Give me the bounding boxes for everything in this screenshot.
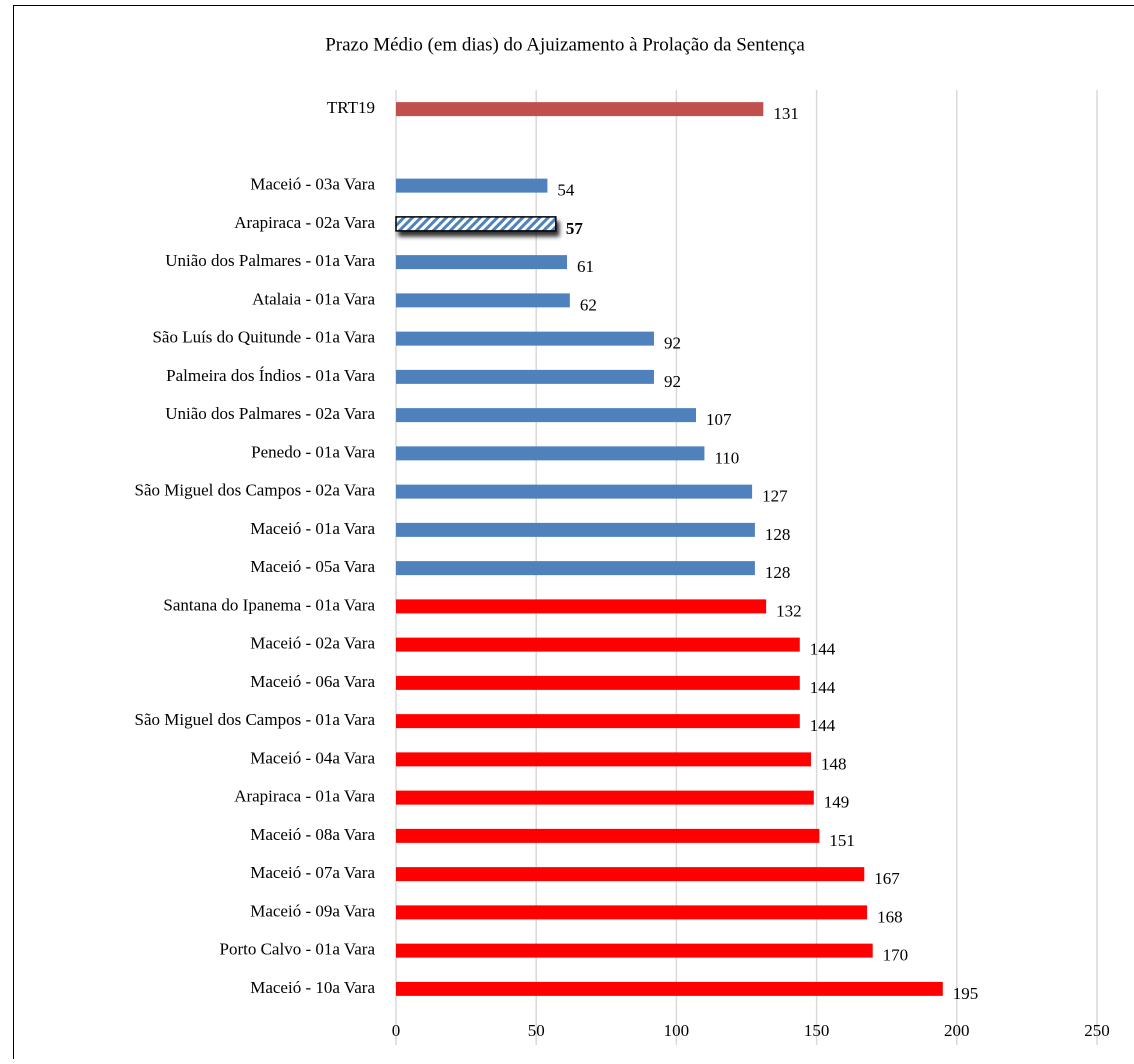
bar xyxy=(396,905,867,919)
y-tick-label: Arapiraca - 01a Vara xyxy=(234,787,375,806)
value-label: 144 xyxy=(810,678,836,697)
bar xyxy=(396,485,752,499)
x-tick-label: 200 xyxy=(944,1021,970,1040)
y-tick-label: União dos Palmares - 01a Vara xyxy=(165,251,375,270)
bar xyxy=(396,561,755,575)
bar xyxy=(396,599,766,613)
x-tick-label: 150 xyxy=(804,1021,830,1040)
bar xyxy=(396,446,704,460)
bar xyxy=(396,676,800,690)
y-tick-label: Maceió - 09a Vara xyxy=(250,901,375,920)
value-label: 54 xyxy=(557,181,575,200)
bar xyxy=(396,829,819,843)
value-label: 144 xyxy=(810,716,836,735)
bar xyxy=(396,408,696,422)
y-tick-label: TRT19 xyxy=(327,98,375,117)
y-tick-label: São Miguel dos Campos - 01a Vara xyxy=(135,710,376,729)
value-label: 92 xyxy=(664,372,681,391)
x-tick-label: 250 xyxy=(1084,1021,1110,1040)
y-tick-label: Maceió - 03a Vara xyxy=(250,175,375,194)
bar xyxy=(396,102,763,116)
value-label: 151 xyxy=(829,831,855,850)
bar xyxy=(396,255,567,269)
bar xyxy=(396,867,864,881)
value-label: 167 xyxy=(874,869,900,888)
value-label: 131 xyxy=(773,104,799,123)
y-tick-label: Maceió - 08a Vara xyxy=(250,825,375,844)
bar xyxy=(396,638,800,652)
y-tick-label: São Luís do Quitunde - 01a Vara xyxy=(152,328,375,347)
value-label: 92 xyxy=(664,334,681,353)
y-tick-label: Atalaia - 01a Vara xyxy=(252,289,375,308)
y-tick-label: Penedo - 01a Vara xyxy=(251,442,375,461)
bar xyxy=(396,523,755,537)
value-label: 128 xyxy=(765,525,791,544)
bar xyxy=(396,217,556,231)
x-tick-label: 50 xyxy=(528,1021,545,1040)
y-tick-label: Maceió - 10a Vara xyxy=(250,978,375,997)
bar xyxy=(396,982,943,996)
y-tick-label: São Miguel dos Campos - 02a Vara xyxy=(135,481,376,500)
value-label: 127 xyxy=(762,487,788,506)
y-tick-label: Porto Calvo - 01a Vara xyxy=(220,940,376,959)
bar xyxy=(396,332,654,346)
bar xyxy=(396,293,570,307)
y-tick-label: União dos Palmares - 02a Vara xyxy=(165,404,375,423)
chart-title: Prazo Médio (em dias) do Ajuizamento à P… xyxy=(325,34,805,55)
value-label: 128 xyxy=(765,563,791,582)
value-label: 148 xyxy=(821,754,847,773)
y-tick-label: Maceió - 06a Vara xyxy=(250,672,375,691)
y-tick-label: Maceió - 05a Vara xyxy=(250,557,375,576)
bar xyxy=(396,370,654,384)
value-label: 170 xyxy=(883,946,909,965)
value-label: 107 xyxy=(706,410,732,429)
y-tick-label: Maceió - 01a Vara xyxy=(250,519,375,538)
x-tick-label: 0 xyxy=(392,1021,401,1040)
bar xyxy=(396,714,800,728)
bar xyxy=(396,179,547,193)
value-label: 168 xyxy=(877,907,903,926)
y-tick-label: Arapiraca - 02a Vara xyxy=(234,213,375,232)
bar xyxy=(396,944,873,958)
y-tick-label: Maceió - 02a Vara xyxy=(250,634,375,653)
value-label: 62 xyxy=(580,295,597,314)
value-label: 195 xyxy=(953,984,979,1003)
x-tick-label: 100 xyxy=(664,1021,690,1040)
bar xyxy=(396,791,814,805)
value-label: 149 xyxy=(824,793,850,812)
value-label: 61 xyxy=(577,257,594,276)
value-label: 110 xyxy=(714,448,739,467)
y-tick-label: Palmeira dos Índios - 01a Vara xyxy=(166,366,375,385)
y-tick-label: Santana do Ipanema - 01a Vara xyxy=(163,595,375,614)
y-tick-label: Maceió - 07a Vara xyxy=(250,863,375,882)
bar xyxy=(396,752,811,766)
value-label: 57 xyxy=(566,219,584,238)
value-label: 144 xyxy=(810,640,836,659)
y-tick-label: Maceió - 04a Vara xyxy=(250,748,375,767)
value-label: 132 xyxy=(776,601,802,620)
